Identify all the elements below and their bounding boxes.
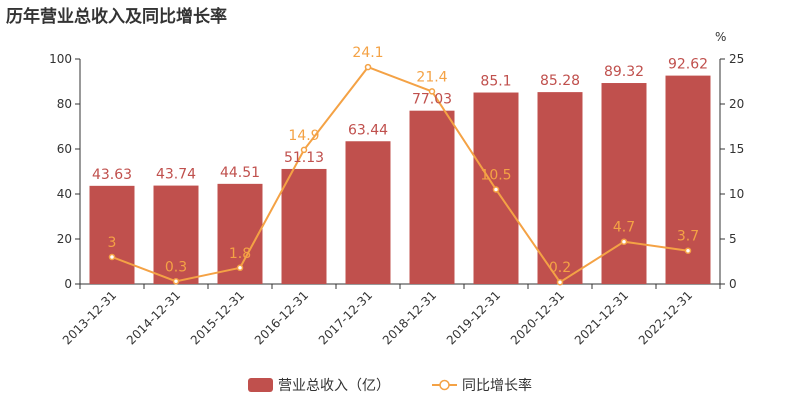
line-point <box>620 238 628 245</box>
bar <box>89 185 135 284</box>
line-value-label: 0.2 <box>549 260 571 276</box>
bar <box>345 141 391 284</box>
x-axis-tick-label: 2016-12-31 <box>252 288 311 347</box>
left-axis-tick-label: 0 <box>64 277 72 291</box>
bar-value-label: 92.62 <box>668 57 708 73</box>
x-axis-tick-label: 2017-12-31 <box>316 288 375 347</box>
bar-value-label: 77.03 <box>412 92 452 108</box>
left-axis-tick-label: 20 <box>57 232 72 246</box>
left-axis-tick-label: 80 <box>57 97 72 111</box>
legend-line-label: 同比增长率 <box>462 377 532 394</box>
line-value-label: 21.4 <box>416 69 447 85</box>
x-axis-tick-label: 2019-12-31 <box>444 288 503 347</box>
bar-value-label: 51.13 <box>284 150 324 166</box>
line-point <box>556 278 564 286</box>
line-value-label: 3 <box>108 235 117 251</box>
line-value-label: 4.7 <box>613 220 635 236</box>
line-point <box>236 264 244 272</box>
line-point <box>684 247 692 254</box>
bar <box>281 168 327 284</box>
legend-line-marker <box>439 379 450 391</box>
line-value-label: 0.3 <box>165 259 187 275</box>
right-axis-tick-label: 5 <box>729 232 737 246</box>
right-axis-tick-label: 25 <box>729 52 744 66</box>
line-value-label: 14.9 <box>288 128 319 144</box>
line-value-label: 1.8 <box>229 246 251 262</box>
bar-value-label: 44.51 <box>220 165 260 181</box>
x-axis-tick-label: 2022-12-31 <box>636 288 695 347</box>
line-point <box>492 186 500 193</box>
legend-bar-swatch <box>248 378 273 392</box>
growth-rate-line <box>111 65 689 284</box>
bar-value-label: 43.74 <box>156 167 196 183</box>
x-axis-tick-label: 2021-12-31 <box>572 288 631 347</box>
right-axis-tick-label: 0 <box>729 277 737 291</box>
bar <box>409 110 455 285</box>
line-point <box>428 88 436 95</box>
bar-value-label: 89.32 <box>604 64 644 80</box>
left-axis-tick-label: 100 <box>49 52 72 66</box>
bar <box>537 92 583 285</box>
bar-value-label: 85.28 <box>540 73 580 89</box>
line-value-label: 3.7 <box>677 229 699 245</box>
line-value-label: 24.1 <box>352 45 383 61</box>
line-value-label: 10.5 <box>480 168 511 184</box>
x-axis-tick-label: 2015-12-31 <box>188 288 247 347</box>
legend-bar-label: 营业总收入（亿） <box>278 378 390 394</box>
bar-value-label: 85.1 <box>480 74 511 90</box>
bar-value-label: 63.44 <box>348 122 388 138</box>
line-point <box>300 146 308 154</box>
x-axis-tick-label: 2020-12-31 <box>508 288 567 347</box>
line-point <box>108 253 116 261</box>
line-point <box>172 278 180 285</box>
right-axis-tick-label: 20 <box>729 97 744 111</box>
right-axis-tick-label: 10 <box>729 187 744 201</box>
left-axis-tick-label: 60 <box>57 142 72 156</box>
x-axis-tick-label: 2013-12-31 <box>60 288 119 347</box>
x-axis-tick-label: 2018-12-31 <box>380 288 439 347</box>
right-axis-tick-label: 15 <box>729 142 744 156</box>
bar <box>601 83 647 284</box>
bar-value-label: 43.63 <box>92 167 132 183</box>
chart-title: 历年营业总收入及同比增长率 <box>6 7 227 27</box>
right-axis-unit-label: % <box>715 30 726 44</box>
x-axis-tick-label: 2014-12-31 <box>124 288 183 347</box>
bar <box>153 185 199 284</box>
left-axis-tick-label: 40 <box>57 187 72 201</box>
line-point <box>364 63 372 71</box>
